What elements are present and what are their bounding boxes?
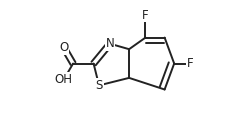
Text: F: F <box>142 9 149 22</box>
Text: N: N <box>106 37 114 50</box>
Text: O: O <box>59 41 68 54</box>
Text: S: S <box>95 79 103 92</box>
Text: F: F <box>187 57 194 70</box>
Text: OH: OH <box>54 73 72 86</box>
